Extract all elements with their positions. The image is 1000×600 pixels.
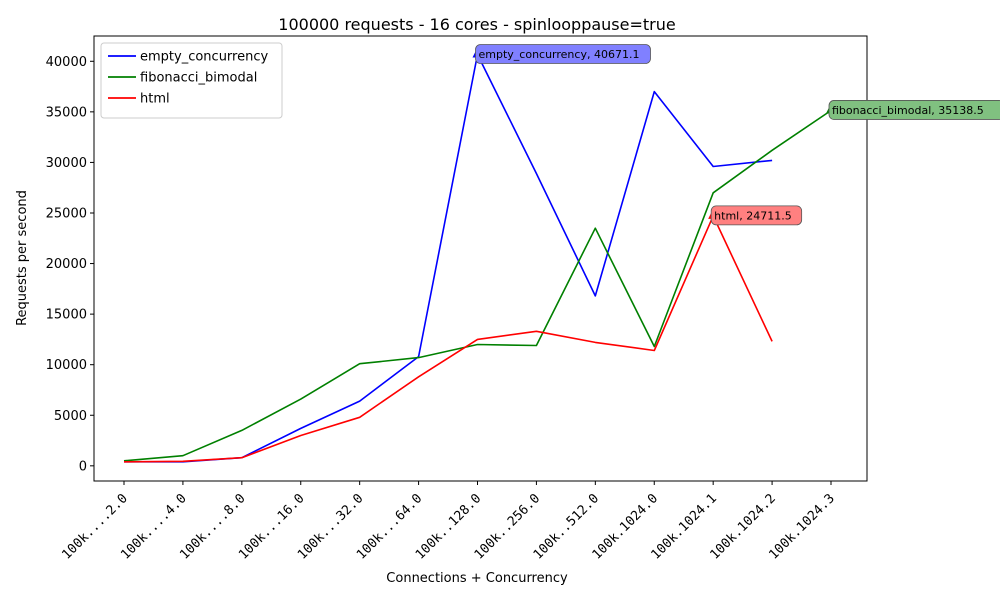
legend-label: empty_concurrency [140,50,268,65]
legend-label: fibonacci_bimodal [140,71,257,86]
plot-area [93,35,868,482]
annotation-box [710,205,803,226]
y-tick-label: 5000 [54,409,87,424]
annotation-box [828,100,1000,120]
annotation-label: empty_concurrency, 40671.1 [479,48,640,61]
legend-box [100,42,283,119]
y-tick-label: 20000 [46,257,87,272]
y-tick-label: 15000 [46,308,87,323]
y-axis-title: Requests per second [15,190,30,326]
series-line-html [123,215,773,463]
legend-label: html [140,92,170,107]
y-tick-label: 10000 [46,358,87,373]
series-layer [123,53,832,463]
y-tick-label: 35000 [46,105,87,120]
y-tick-label: 0 [79,459,87,474]
x-axis: 100k....2.0100k....4.0100k....8.0100k...… [59,481,838,563]
y-tick-label: 25000 [46,206,87,221]
chart-title: 100000 requests - 16 cores - spinlooppau… [278,15,675,34]
annotation-box [475,44,651,64]
annotation-layer: empty_concurrency, 40671.1 fibonacci_bimo… [472,44,1000,226]
x-axis-title: Connections + Concurrency [386,571,568,586]
series-line-fibonacci_bimodal [123,109,832,462]
y-tick-label: 40000 [46,55,87,70]
y-axis: 0 5000 10000 15000 20000 25000 30000 35000 40000 [46,55,94,474]
y-tick-label: 30000 [46,156,87,171]
annotation-label: fibonacci_bimodal, 35138.5 [832,104,984,117]
annotation-label: html, 24711.5 [714,209,792,222]
